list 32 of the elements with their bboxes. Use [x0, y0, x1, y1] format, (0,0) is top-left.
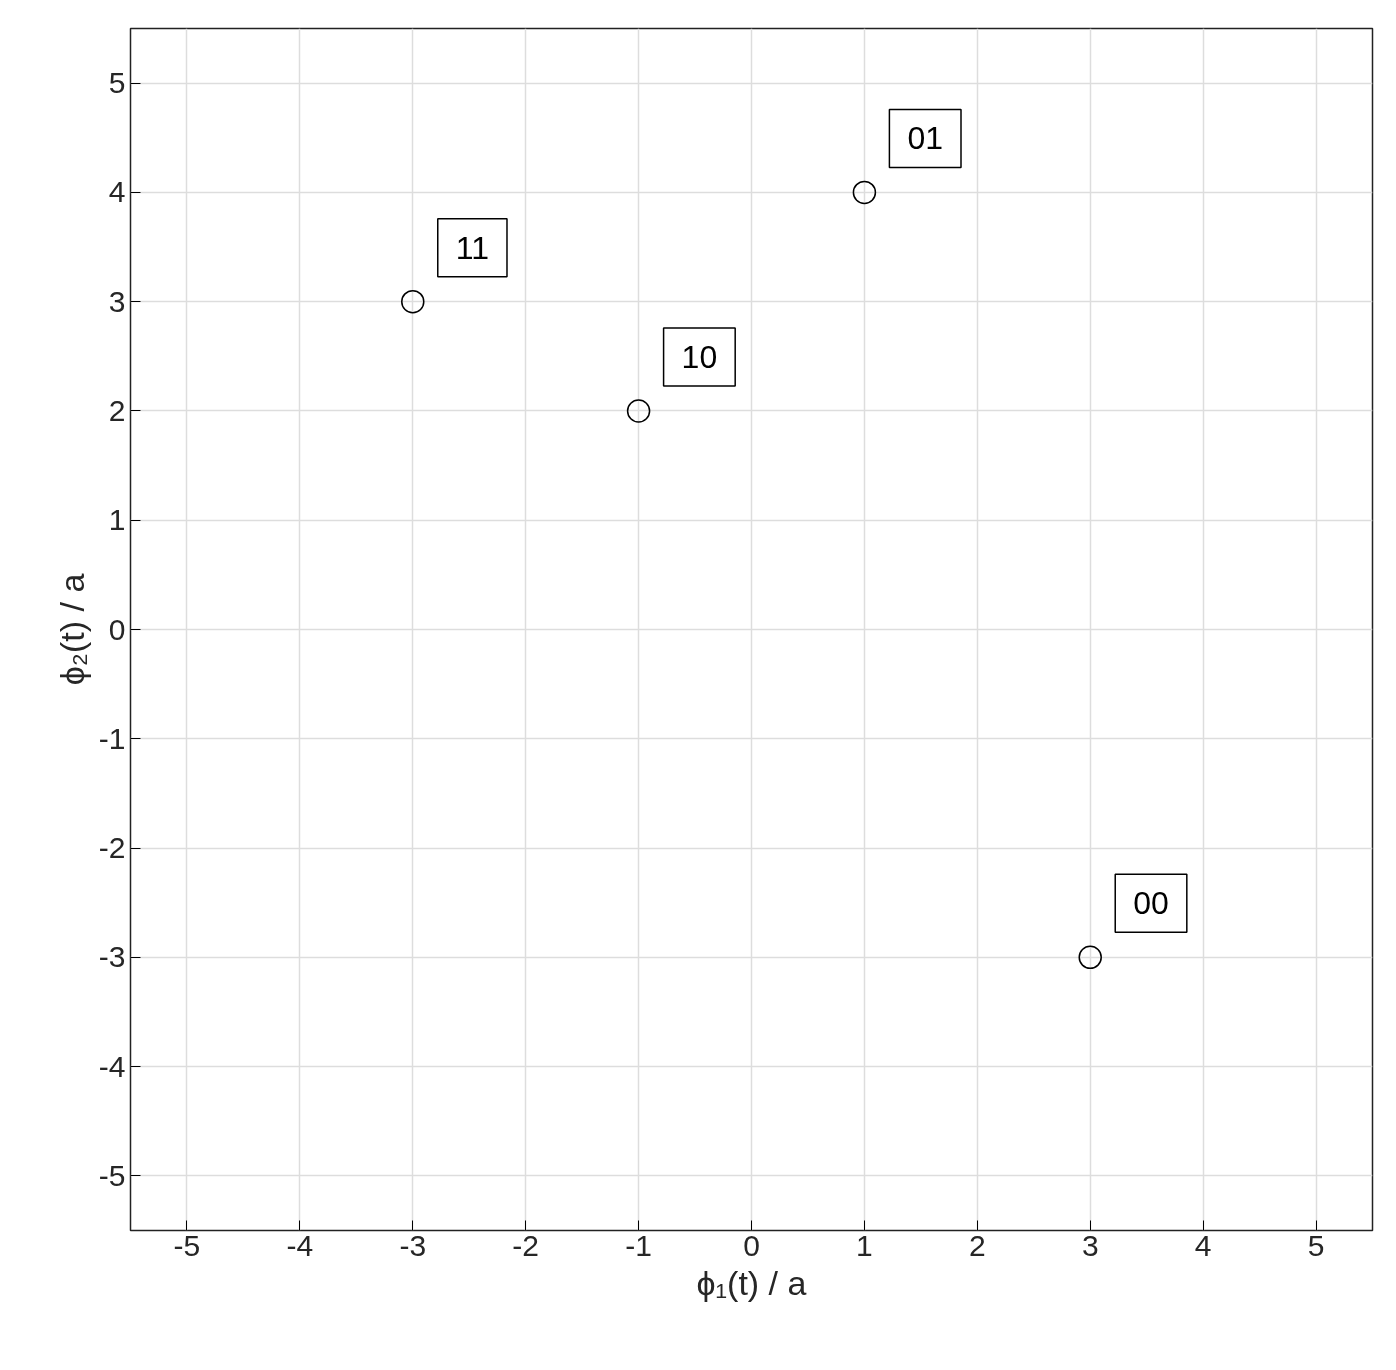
annotation: 10	[681, 338, 718, 375]
y-tick-label: 3	[108, 284, 126, 318]
x-tick-label: 2	[968, 1228, 986, 1262]
y-tick-label: -5	[98, 1158, 126, 1192]
x-tick-label: 4	[1194, 1228, 1212, 1262]
x-tick-label: -2	[512, 1228, 540, 1262]
x-tick-label: -5	[173, 1228, 201, 1262]
x-tick-label: 1	[856, 1228, 873, 1262]
y-tick-label: -4	[98, 1049, 126, 1083]
point	[1078, 945, 1102, 970]
annotation: 00	[1133, 885, 1169, 922]
x-tick-label: -1	[625, 1228, 652, 1262]
point	[401, 289, 425, 314]
y-tick-label: -2	[98, 831, 126, 865]
x-tick-label: 3	[1081, 1228, 1099, 1262]
x-tick-label: -4	[286, 1228, 314, 1262]
point	[852, 180, 877, 205]
annotation: 01	[907, 120, 943, 157]
y-tick-label: -3	[98, 940, 126, 974]
x-tick-label: 5	[1307, 1228, 1325, 1262]
y-tick-label: 2	[108, 393, 126, 427]
y-tick-label: 4	[108, 175, 126, 209]
y-tick-label: -1	[98, 721, 126, 755]
point	[626, 399, 651, 423]
y-tick-label: 0	[108, 612, 126, 646]
x-tick-label: 0	[743, 1228, 760, 1262]
y-axis-title: ϕ₂(t) / a	[52, 573, 91, 686]
y-tick-label: 1	[108, 503, 126, 537]
x-tick-label: -3	[399, 1228, 427, 1262]
x-axis-title: ϕ₁(t) / a	[696, 1263, 807, 1302]
annotation: 11	[455, 229, 489, 266]
y-tick-label: 5	[108, 66, 126, 100]
